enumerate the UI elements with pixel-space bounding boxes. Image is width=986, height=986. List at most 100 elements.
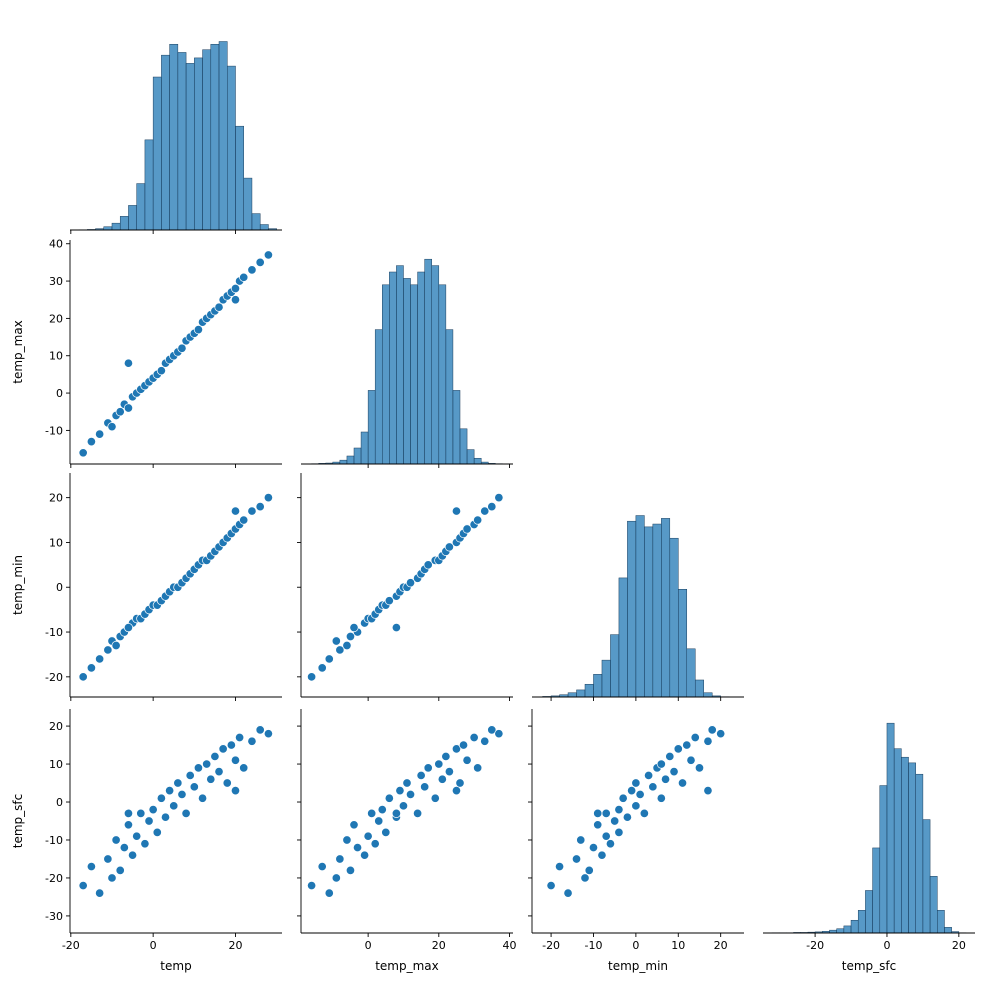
hist-bar	[210, 43, 220, 231]
point	[230, 786, 241, 796]
hist-bar	[459, 428, 468, 465]
point	[635, 789, 645, 799]
point	[614, 805, 624, 815]
point	[230, 283, 241, 294]
point	[206, 774, 216, 784]
point	[123, 820, 134, 830]
x-tick-label: -20	[806, 939, 824, 952]
y-tick-label: 10	[49, 536, 63, 549]
point	[546, 880, 556, 891]
point	[177, 343, 187, 353]
y-tick-label: -20	[45, 671, 63, 684]
y-tick-label: -20	[45, 872, 63, 885]
x-axis-label: temp_max	[375, 959, 439, 973]
point	[107, 422, 117, 432]
point	[239, 272, 249, 282]
x-tick-label: 20	[432, 939, 446, 952]
point	[384, 793, 394, 803]
point	[307, 672, 317, 682]
hist-bar	[410, 284, 418, 465]
point	[173, 778, 183, 788]
point	[614, 827, 624, 837]
hist-bar	[850, 919, 859, 934]
point	[690, 732, 700, 743]
point	[189, 782, 199, 792]
hist-bar	[901, 756, 909, 934]
point	[331, 873, 341, 883]
point	[335, 854, 345, 864]
point	[686, 755, 696, 765]
y-tick-label: 30	[49, 275, 63, 288]
point	[480, 736, 490, 746]
hist-bar	[339, 459, 348, 465]
point	[136, 808, 146, 818]
point	[494, 729, 504, 739]
point	[198, 793, 208, 803]
point	[451, 744, 462, 754]
point	[169, 801, 179, 811]
point	[618, 793, 628, 803]
point	[193, 325, 203, 335]
point	[444, 767, 454, 777]
point	[462, 755, 472, 765]
point	[601, 831, 611, 841]
point	[462, 524, 472, 534]
y-tick-label: 40	[49, 238, 63, 251]
point	[571, 854, 582, 864]
point	[123, 403, 134, 413]
point	[148, 805, 158, 815]
panel	[70, 41, 282, 234]
y-axis-label: temp_sfc	[11, 794, 25, 848]
point	[144, 816, 154, 826]
point	[345, 631, 356, 642]
hist-bar	[445, 329, 454, 465]
point	[644, 770, 654, 780]
y-tick-label: 20	[49, 492, 63, 505]
point	[423, 560, 433, 570]
point	[156, 366, 166, 376]
point	[156, 793, 166, 803]
point	[222, 778, 232, 788]
point	[95, 888, 105, 898]
hist-bar	[424, 258, 432, 465]
hist-bar	[136, 183, 146, 231]
y-tick-label: 20	[49, 312, 63, 325]
point	[363, 831, 373, 841]
point	[416, 770, 426, 780]
point	[473, 515, 483, 525]
point	[370, 839, 380, 849]
point	[555, 862, 565, 872]
hist-bar	[111, 222, 121, 231]
y-tick-label: 0	[56, 796, 63, 809]
hist-bar	[929, 876, 938, 934]
x-tick-label: 10	[671, 939, 685, 952]
point	[631, 778, 641, 788]
point	[703, 736, 713, 746]
hist-bar	[417, 271, 425, 465]
point	[656, 793, 666, 803]
point	[263, 250, 273, 260]
x-tick-label: 0	[883, 939, 890, 952]
x-tick-label: 20	[228, 939, 242, 952]
point	[345, 865, 356, 875]
x-axis-label: temp_min	[608, 959, 668, 973]
point	[601, 808, 611, 818]
x-tick-label: 20	[952, 939, 966, 952]
point	[563, 888, 573, 898]
y-tick-label: 10	[49, 758, 63, 771]
panel: 0 20 40 temp_max	[297, 709, 516, 973]
point	[307, 880, 317, 891]
point	[247, 506, 257, 516]
hist-bar	[466, 449, 475, 465]
point	[588, 843, 599, 853]
point	[78, 448, 88, 458]
point	[469, 732, 479, 743]
hist-bar	[937, 910, 945, 934]
point	[86, 663, 96, 673]
point	[593, 820, 603, 830]
y-tick-label: 10	[49, 350, 63, 363]
hist-bar	[177, 52, 187, 231]
hist-bar	[382, 284, 390, 465]
hist-bar	[601, 659, 611, 698]
point	[152, 827, 162, 837]
